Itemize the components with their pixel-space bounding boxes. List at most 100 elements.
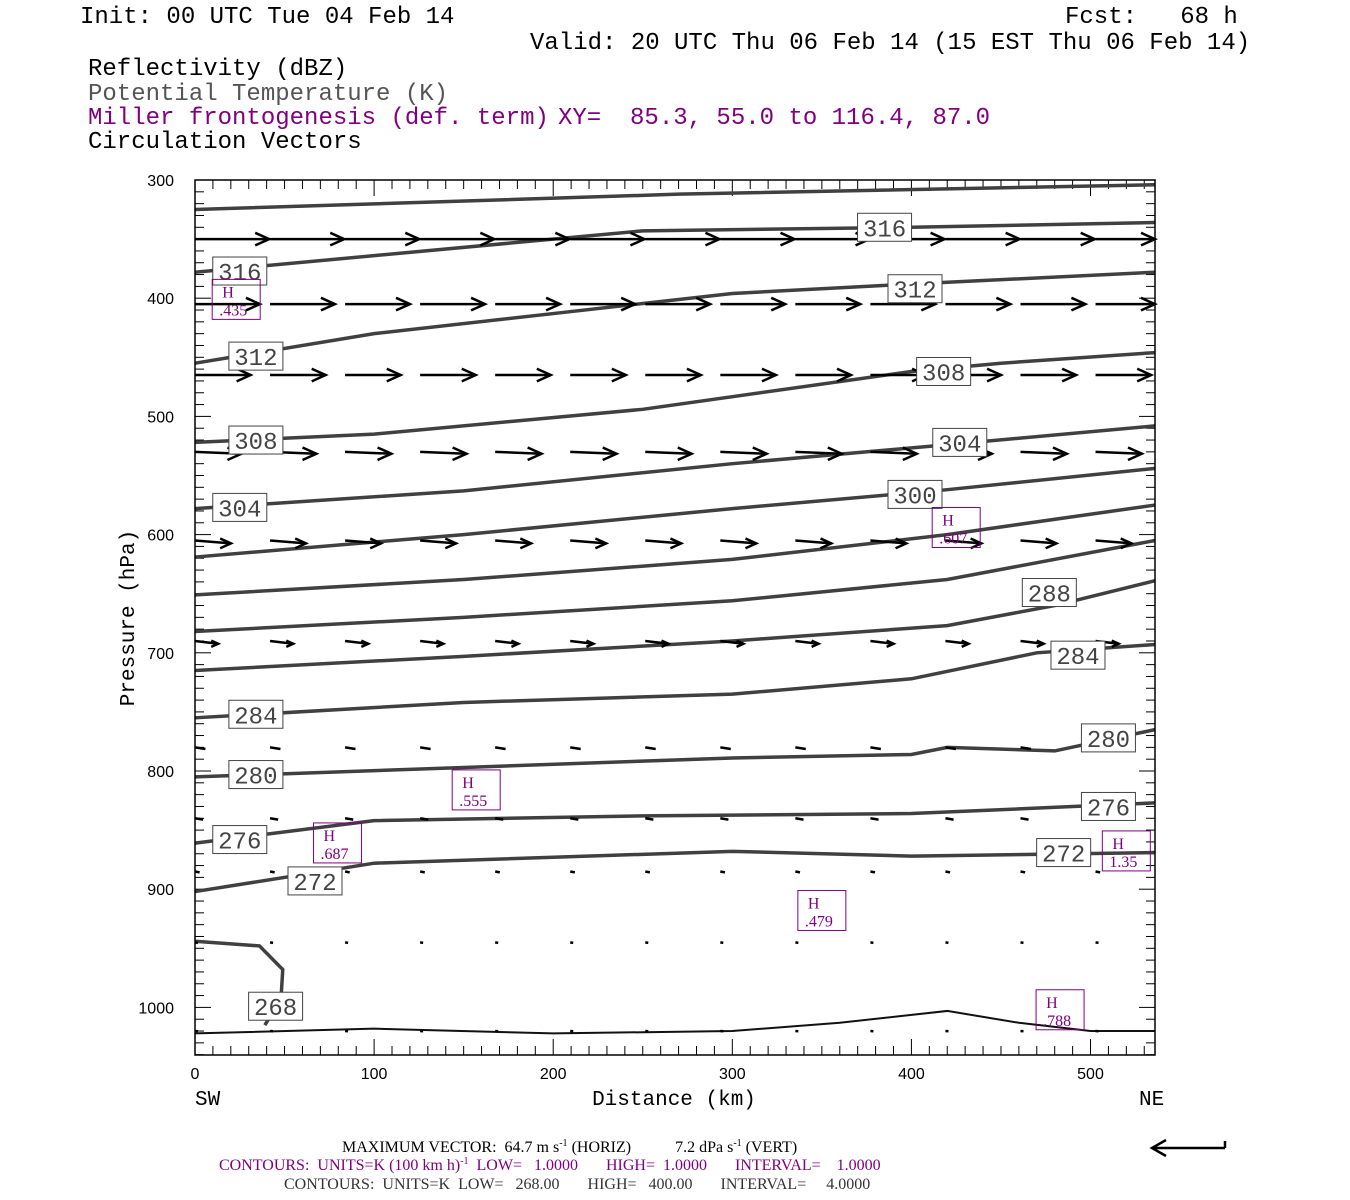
vector-head xyxy=(744,537,760,550)
contour-labels: 3163163123123083083043043002882842842802… xyxy=(212,212,1136,1023)
vector-arrow xyxy=(1020,367,1080,383)
vector-shaft xyxy=(570,746,581,751)
fronto-high-box xyxy=(931,507,981,549)
cross-section-endpoints: XY= 85.3, 55.0 to 116.4, 87.0 xyxy=(558,105,991,132)
vector-shaft xyxy=(570,450,617,455)
vector-head xyxy=(254,231,273,247)
vector-arrow xyxy=(494,870,501,874)
vector-arrow xyxy=(795,446,845,462)
isentrope-316 xyxy=(194,220,1156,274)
isentrope-312 xyxy=(194,270,1156,365)
vector-arrow xyxy=(419,746,431,751)
vector-shaft xyxy=(720,817,729,821)
vector-shaft xyxy=(495,450,542,455)
contour-label: 280 xyxy=(1087,728,1130,755)
vector-shaft xyxy=(870,539,907,545)
vector-shaft xyxy=(419,817,429,821)
contour-label: 280 xyxy=(234,765,277,792)
vector-arrow xyxy=(570,296,639,312)
forecast-hour: Fcst: 68 h xyxy=(1065,4,1238,31)
vector-arrow xyxy=(495,231,573,247)
vector-head xyxy=(1080,231,1098,247)
x-axis-label: Distance (km) xyxy=(592,1089,756,1112)
isentrope-292 xyxy=(194,538,1156,634)
vector-arrow xyxy=(270,367,329,383)
vector-head xyxy=(479,231,498,247)
contour-label: 272 xyxy=(293,871,336,898)
isentropes xyxy=(194,182,1156,1035)
vector-shaft xyxy=(1095,870,1101,874)
vector-head xyxy=(404,231,423,247)
vector-arrow xyxy=(194,817,204,821)
vector-arrow xyxy=(870,746,882,751)
fronto-high-box xyxy=(1101,830,1151,872)
y-tick-label: 400 xyxy=(147,291,174,308)
y-tick-label: 900 xyxy=(147,882,174,899)
contour-label-box xyxy=(1050,640,1106,670)
vector-arrow xyxy=(795,537,835,550)
vector-head xyxy=(1070,296,1089,312)
init-time: Init: 00 UTC Tue 04 Feb 14 xyxy=(80,4,455,31)
contour-label-box xyxy=(887,479,943,509)
vector-arrow xyxy=(570,537,610,550)
fronto-high-box xyxy=(313,822,363,864)
vector-head xyxy=(510,639,522,649)
vector-head xyxy=(1111,639,1122,649)
vector-arrow xyxy=(344,870,350,874)
vector-arrow xyxy=(720,817,729,821)
vector-shaft xyxy=(269,539,307,545)
maxvec-text: MAXIMUM VECTOR: 64.7 m s xyxy=(342,1139,560,1156)
vector-arrow xyxy=(194,870,200,874)
vector-arrow xyxy=(720,367,780,383)
vector-arrow xyxy=(1095,296,1159,312)
vector-arrow xyxy=(420,537,460,550)
contour-label-box xyxy=(248,991,304,1021)
vector-arrow xyxy=(945,296,1014,312)
vector-arrow xyxy=(645,870,651,874)
vector-shaft xyxy=(720,870,726,874)
x-tick-label: 0 xyxy=(191,1066,200,1083)
vector-arrow xyxy=(344,746,356,751)
vector-arrow xyxy=(495,367,554,383)
vector-head xyxy=(827,446,845,462)
vector-arrow xyxy=(1020,446,1070,462)
vector-head xyxy=(811,639,822,649)
vector-head xyxy=(236,367,254,383)
vector-head xyxy=(886,639,897,649)
tick-labels: 0 100 200 300 400 500 300 400 500 600 700 800 900 100… xyxy=(138,173,1104,1083)
vector-arrow xyxy=(645,446,695,462)
vector-shaft xyxy=(795,450,842,455)
vector-arrow xyxy=(570,231,648,247)
vector-arrow xyxy=(645,537,685,550)
vector-head xyxy=(1045,537,1060,550)
contour-label: 304 xyxy=(938,432,981,459)
vector-arrow xyxy=(269,746,281,751)
vector-shaft xyxy=(194,746,206,751)
vector-head xyxy=(1005,231,1023,247)
vector-head xyxy=(1120,537,1135,550)
x-tick-label: 500 xyxy=(1077,1066,1104,1083)
vector-head xyxy=(1136,367,1155,383)
contour-label-box xyxy=(287,866,343,896)
vector-shaft xyxy=(570,539,607,545)
vector-head xyxy=(961,639,972,649)
vector-arrow xyxy=(345,296,414,312)
vector-arrow xyxy=(345,446,395,462)
vector-arrow xyxy=(720,746,731,751)
vector-shaft xyxy=(345,450,392,455)
contour-label: 276 xyxy=(1087,796,1130,823)
vector-arrow xyxy=(720,446,770,462)
contour-label-box xyxy=(228,699,284,729)
y-tick-label: 800 xyxy=(147,764,174,781)
vector-arrow xyxy=(945,870,951,874)
vector-head xyxy=(470,296,489,312)
vector-head xyxy=(704,231,723,247)
valid-time: Valid: 20 UTC Thu 06 Feb 14 (15 EST Thu … xyxy=(530,30,1251,57)
vector-head xyxy=(845,296,864,312)
vector-arrow xyxy=(344,537,385,550)
vector-arrow xyxy=(1020,746,1032,751)
isentrope-304 xyxy=(194,424,1156,511)
vector-arrow xyxy=(720,639,747,649)
vector-arrow xyxy=(270,296,339,312)
vector-shaft xyxy=(420,450,467,455)
